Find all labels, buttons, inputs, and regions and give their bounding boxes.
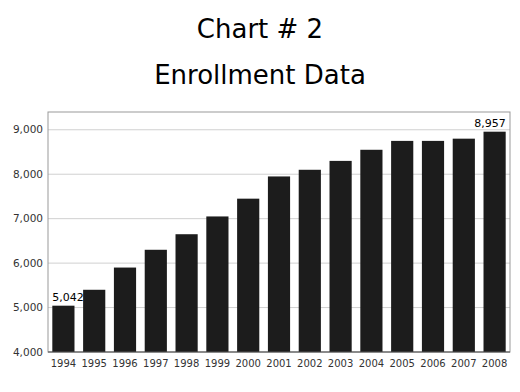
subtitle: Enrollment Data: [154, 60, 366, 90]
bar: [484, 132, 506, 352]
x-tick-label: 2008: [482, 358, 507, 369]
grid-line: [48, 129, 510, 130]
bar: [206, 216, 228, 352]
bar: [330, 161, 352, 352]
bar: [360, 150, 382, 352]
y-tick-label: 9,000: [13, 123, 43, 135]
x-tick-label: 2005: [389, 358, 414, 369]
x-tick-label: 1999: [205, 358, 230, 369]
bar: [422, 141, 444, 352]
bar: [268, 176, 290, 352]
y-tick-label: 5,000: [13, 301, 43, 313]
y-tick-label: 4,000: [13, 346, 43, 358]
x-tick-label: 2000: [235, 358, 260, 369]
x-tick-label: 2001: [266, 358, 291, 369]
y-tick-label: 6,000: [13, 257, 43, 269]
x-tick-label: 1998: [174, 358, 199, 369]
x-tick-label: 2004: [359, 358, 384, 369]
x-tick-label: 2003: [328, 358, 353, 369]
x-axis-line: [48, 352, 510, 353]
y-tick-label: 7,000: [13, 212, 43, 224]
bar: [83, 290, 105, 352]
grid-line: [48, 352, 510, 353]
x-tick-label: 2002: [297, 358, 322, 369]
bar: [299, 170, 321, 352]
y-tick-label: 8,000: [13, 168, 43, 180]
bars: [52, 132, 505, 352]
plot-frame: [48, 112, 510, 352]
grid: [48, 130, 510, 352]
bar: [453, 139, 475, 352]
bar: [176, 234, 198, 352]
x-tick-label: 1995: [81, 358, 106, 369]
x-tick-label: 2006: [420, 358, 445, 369]
bar: [237, 199, 259, 352]
bar: [391, 141, 413, 352]
bar: [145, 250, 167, 352]
title: Chart # 2: [197, 14, 323, 44]
x-tick-label: 2007: [451, 358, 476, 369]
chart: Chart # 2 Enrollment Data 4,000 5,000 6,000 7…: [0, 0, 520, 392]
chart-container: Chart # 2 Enrollment Data 4,000 5,000 6,000 7…: [0, 0, 520, 392]
x-tick-label: 1996: [112, 358, 137, 369]
x-tick-label: 1997: [143, 358, 168, 369]
data-label: 8,957: [474, 117, 506, 130]
data-label: 5,042: [52, 291, 83, 304]
bar: [114, 268, 136, 352]
x-tick-label: 1994: [51, 358, 76, 369]
bar: [52, 306, 74, 352]
